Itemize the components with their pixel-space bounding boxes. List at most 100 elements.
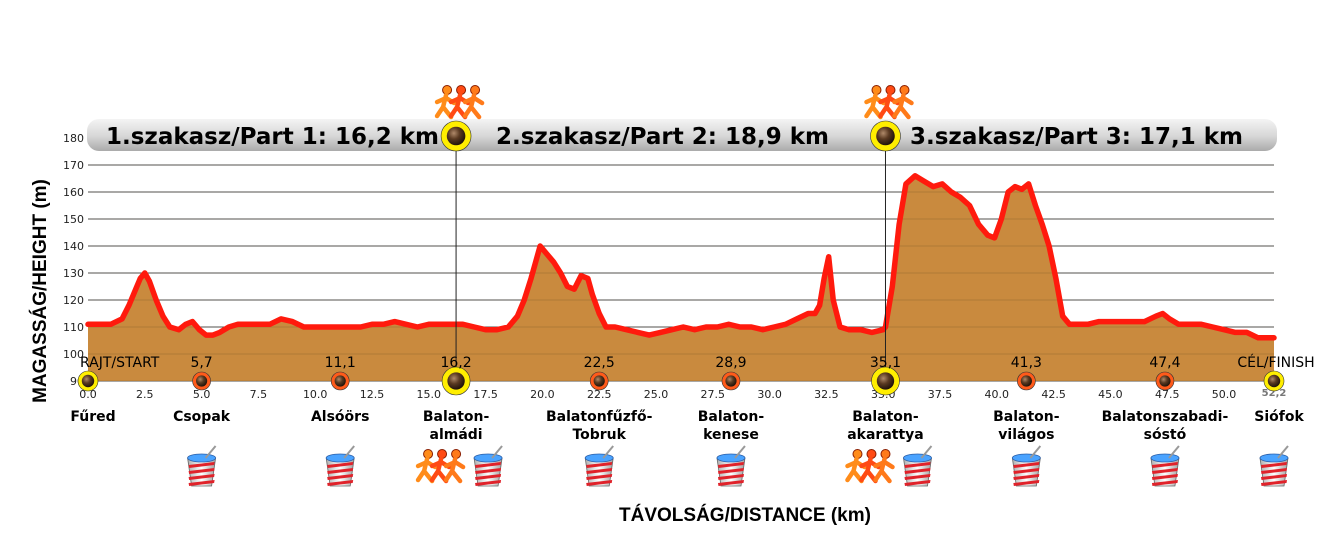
cup-stripe (904, 468, 931, 474)
station-5: 28,9 Balaton-kenese (698, 355, 765, 487)
cup-drink (325, 453, 355, 463)
station-8: 47,4 Balatonszabadi-sóstó (1102, 355, 1229, 487)
x-tick-label: 2.5 (136, 388, 154, 401)
y-axis-title: MAGASSÁG/HEIGHT (m) (29, 179, 51, 403)
stage-1-label: 1.szakasz/Part 1: 16,2 km (106, 124, 439, 150)
x-tick-label: 5.0 (193, 388, 211, 401)
y-tick-label: 100 (63, 348, 84, 361)
runner-body (864, 92, 886, 120)
cup-stripe (188, 462, 215, 468)
x-tick-label: 47.5 (1155, 388, 1180, 401)
checkpoint-marker-ball (196, 375, 208, 387)
cup-straw (343, 445, 355, 459)
x-tick-label: 27.5 (701, 388, 726, 401)
runner-body (443, 456, 466, 484)
checkpoint-marker-ball (725, 375, 737, 387)
y-tick-label: 140 (63, 240, 84, 253)
x-tick-label: 7.5 (250, 388, 268, 401)
station-3: 16,2 Balaton-almádi (415, 355, 503, 487)
station-town-name: Balaton- (852, 409, 919, 425)
cup-stripe (717, 480, 744, 486)
cup-stripe (1013, 462, 1040, 468)
station-town-name: Balaton- (423, 409, 490, 425)
station-4: 22,5 Balatonfűzfő- Tobruk (546, 355, 653, 487)
x-tick-label: 15.0 (417, 388, 442, 401)
stage-2-label: 2.szakasz/Part 2: 18,9 km (496, 124, 829, 150)
stage-3-label: 3.szakasz/Part 3: 17,1 km (910, 124, 1243, 150)
y-tick-label: 160 (63, 186, 84, 199)
y-tick-label: 110 (63, 321, 84, 334)
station-town-name: Tobruk (572, 427, 626, 443)
elevation-area (85, 137, 1277, 382)
cup-drink (187, 453, 217, 463)
drink-cup-icon (473, 445, 503, 487)
cup-stripe (1013, 480, 1040, 486)
checkpoint-marker-ball (1267, 374, 1281, 388)
stage-banner: 1.szakasz/Part 1: 16,2 km 2.szakasz/Part… (87, 119, 1277, 151)
checkpoint-marker-ball (876, 126, 895, 146)
x-tick-label: 17.5 (473, 388, 498, 401)
station-town-name: Balatonszabadi- (1102, 409, 1229, 425)
cup-stripe (1013, 474, 1040, 480)
cup-stripe (1261, 474, 1287, 480)
stage-banner-background (87, 119, 1277, 151)
x-tick-label: 37.5 (928, 388, 953, 401)
x-tick-label: 45.0 (1098, 388, 1123, 401)
station-town-name: Balaton- (993, 409, 1060, 425)
elevation-fill (88, 175, 1274, 381)
cup-straw (491, 445, 503, 459)
runner-body (845, 456, 867, 484)
station-0: RAJT/START Fűred (70, 355, 159, 425)
cup-straw (204, 445, 217, 459)
cup-stripe (586, 462, 613, 468)
cup-straw (602, 445, 614, 459)
cup-stripe (904, 462, 931, 468)
x-tick-labels: 0.0 2.5 5.0 7.5 10.0 12.5 15.0 17.5 20.0 22.5 25.0… (79, 388, 1286, 401)
cup-straw (1168, 445, 1180, 459)
x-tick-label: 42.5 (1041, 388, 1066, 401)
station-km-label: RAJT/START (80, 355, 160, 371)
checkpoint-marker-ball (593, 375, 605, 387)
cup-stripe (327, 480, 354, 486)
cup-drink (1150, 453, 1180, 463)
cup-stripe (475, 462, 502, 468)
station-markers: RAJT/START Fűred 5,7 Csopak 11,1 Alsóörs 16,2 B… (70, 354, 1315, 487)
cup-stripe (717, 468, 744, 474)
runner-body (429, 456, 452, 484)
cup-straw (734, 445, 746, 459)
drink-cup-icon (325, 445, 355, 487)
cup-stripe (586, 474, 613, 480)
cup-stripe (1151, 462, 1178, 468)
x-tick-label: 30.0 (757, 388, 782, 401)
y-tick-label: 180 (63, 132, 84, 145)
station-km-label: 41,3 (1011, 355, 1042, 371)
checkpoint-marker-ball (446, 126, 466, 146)
runner-body (448, 92, 471, 120)
x-tick-label: 22.5 (587, 388, 612, 401)
runners-icon (415, 449, 466, 484)
station-town-name: kenese (703, 427, 759, 443)
cup-stripe (586, 468, 613, 474)
x-tick-label: 10.0 (303, 388, 328, 401)
station-town-name: almádi (430, 427, 483, 443)
drink-cup-icon (716, 445, 746, 487)
cup-stripe (327, 468, 354, 474)
checkpoint-marker-ball (1020, 375, 1032, 387)
drink-cup-icon (1259, 445, 1289, 487)
cup-stripe (475, 474, 502, 480)
station-9: CÉL/FINISH Siófok (1237, 354, 1315, 487)
station-town-name: Balaton- (698, 409, 765, 425)
cup-drink (716, 453, 746, 463)
x-tick-label: 50.0 (1212, 388, 1237, 401)
cup-stripe (1013, 468, 1040, 474)
runner-body (415, 456, 438, 484)
station-km-label: 35,1 (870, 355, 901, 371)
station-km-label: 47,4 (1149, 355, 1180, 371)
x-tick-label: 52,2 (1262, 388, 1287, 399)
cup-stripe (1261, 462, 1287, 468)
drink-cup-icon (187, 445, 217, 487)
station-km-label: CÉL/FINISH (1237, 354, 1314, 371)
cup-stripe (1151, 468, 1178, 474)
